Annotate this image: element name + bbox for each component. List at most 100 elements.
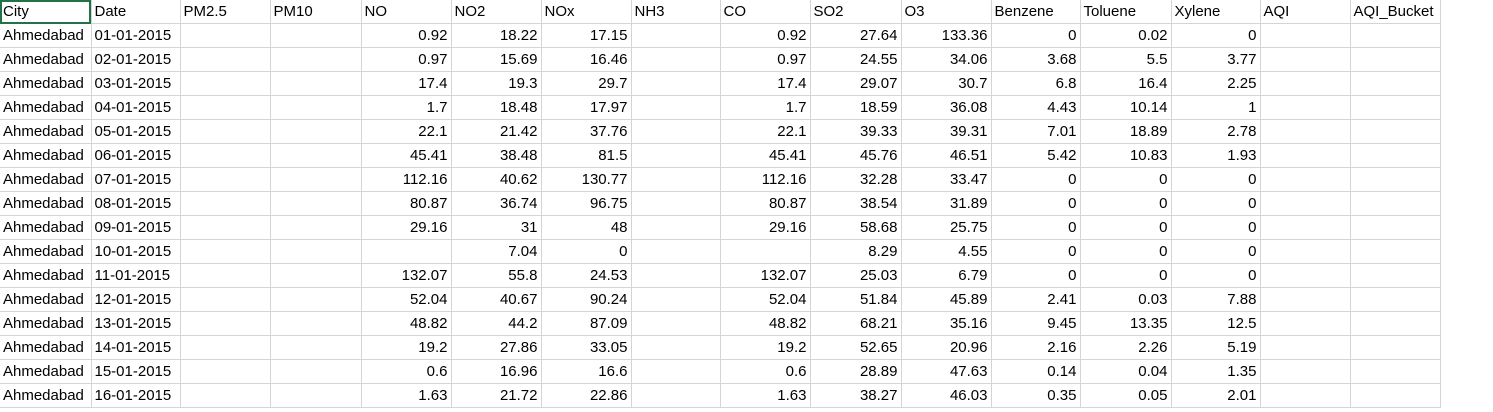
cell-aqi-bucket[interactable] <box>1350 239 1441 264</box>
cell-nh3[interactable] <box>631 23 721 48</box>
cell-nox[interactable]: 81.5 <box>541 143 632 168</box>
cell-xylene[interactable]: 0 <box>1171 191 1261 216</box>
cell-nox[interactable]: 0 <box>541 239 632 264</box>
cell-toluene[interactable]: 16.4 <box>1080 71 1172 96</box>
cell-so2[interactable]: 51.84 <box>810 287 902 312</box>
cell-toluene[interactable]: 0.05 <box>1080 383 1172 408</box>
cell-date[interactable]: 10-01-2015 <box>91 239 181 264</box>
cell-date[interactable]: 09-01-2015 <box>91 215 181 240</box>
cell-xylene[interactable]: 2.25 <box>1171 71 1261 96</box>
cell-no[interactable]: 19.2 <box>361 335 452 360</box>
cell-no2[interactable]: 40.62 <box>451 167 542 192</box>
header-cell-no[interactable]: NO <box>361 0 452 24</box>
cell-no[interactable]: 0.6 <box>361 359 452 384</box>
cell-o3[interactable]: 35.16 <box>901 311 992 336</box>
cell-pm2-5[interactable] <box>180 311 271 336</box>
cell-xylene[interactable]: 5.19 <box>1171 335 1261 360</box>
cell-no[interactable]: 0.97 <box>361 47 452 72</box>
cell-nox[interactable]: 90.24 <box>541 287 632 312</box>
cell-so2[interactable]: 29.07 <box>810 71 902 96</box>
cell-no2[interactable]: 7.04 <box>451 239 542 264</box>
cell-o3[interactable]: 45.89 <box>901 287 992 312</box>
cell-co[interactable]: 52.04 <box>720 287 811 312</box>
cell-no[interactable]: 52.04 <box>361 287 452 312</box>
cell-city[interactable]: Ahmedabad <box>0 287 92 312</box>
cell-aqi[interactable] <box>1260 239 1351 264</box>
cell-xylene[interactable]: 12.5 <box>1171 311 1261 336</box>
cell-aqi[interactable] <box>1260 95 1351 120</box>
cell-aqi-bucket[interactable] <box>1350 95 1441 120</box>
cell-pm10[interactable] <box>270 263 362 288</box>
cell-xylene[interactable]: 2.01 <box>1171 383 1261 408</box>
cell-date[interactable]: 16-01-2015 <box>91 383 181 408</box>
cell-nox[interactable]: 33.05 <box>541 335 632 360</box>
cell-toluene[interactable]: 2.26 <box>1080 335 1172 360</box>
cell-aqi[interactable] <box>1260 335 1351 360</box>
cell-no[interactable]: 0.92 <box>361 23 452 48</box>
cell-o3[interactable]: 34.06 <box>901 47 992 72</box>
cell-pm2-5[interactable] <box>180 71 271 96</box>
cell-no2[interactable]: 36.74 <box>451 191 542 216</box>
cell-benzene[interactable]: 2.41 <box>991 287 1081 312</box>
cell-no[interactable]: 1.63 <box>361 383 452 408</box>
cell-toluene[interactable]: 0 <box>1080 215 1172 240</box>
cell-aqi-bucket[interactable] <box>1350 71 1441 96</box>
cell-aqi-bucket[interactable] <box>1350 119 1441 144</box>
cell-aqi-bucket[interactable] <box>1350 335 1441 360</box>
header-cell-aqi-bucket[interactable]: AQI_Bucket <box>1350 0 1441 24</box>
cell-city[interactable]: Ahmedabad <box>0 311 92 336</box>
cell-nox[interactable]: 16.6 <box>541 359 632 384</box>
header-cell-no2[interactable]: NO2 <box>451 0 542 24</box>
header-cell-date[interactable]: Date <box>91 0 181 24</box>
cell-no2[interactable]: 44.2 <box>451 311 542 336</box>
cell-nh3[interactable] <box>631 263 721 288</box>
cell-so2[interactable]: 27.64 <box>810 23 902 48</box>
cell-aqi[interactable] <box>1260 191 1351 216</box>
cell-date[interactable]: 08-01-2015 <box>91 191 181 216</box>
cell-date[interactable]: 15-01-2015 <box>91 359 181 384</box>
header-cell-toluene[interactable]: Toluene <box>1080 0 1172 24</box>
cell-toluene[interactable]: 0 <box>1080 263 1172 288</box>
header-cell-pm2-5[interactable]: PM2.5 <box>180 0 271 24</box>
cell-aqi[interactable] <box>1260 47 1351 72</box>
cell-city[interactable]: Ahmedabad <box>0 359 92 384</box>
cell-aqi-bucket[interactable] <box>1350 359 1441 384</box>
cell-pm10[interactable] <box>270 359 362 384</box>
cell-no[interactable]: 22.1 <box>361 119 452 144</box>
cell-date[interactable]: 03-01-2015 <box>91 71 181 96</box>
cell-pm2-5[interactable] <box>180 287 271 312</box>
cell-pm2-5[interactable] <box>180 191 271 216</box>
cell-co[interactable]: 22.1 <box>720 119 811 144</box>
cell-so2[interactable]: 24.55 <box>810 47 902 72</box>
cell-xylene[interactable]: 1.93 <box>1171 143 1261 168</box>
cell-pm10[interactable] <box>270 191 362 216</box>
cell-aqi[interactable] <box>1260 215 1351 240</box>
cell-xylene[interactable]: 0 <box>1171 167 1261 192</box>
cell-aqi[interactable] <box>1260 167 1351 192</box>
cell-benzene[interactable]: 4.43 <box>991 95 1081 120</box>
cell-toluene[interactable]: 10.14 <box>1080 95 1172 120</box>
cell-pm2-5[interactable] <box>180 359 271 384</box>
header-cell-so2[interactable]: SO2 <box>810 0 902 24</box>
header-cell-nox[interactable]: NOx <box>541 0 632 24</box>
cell-nh3[interactable] <box>631 287 721 312</box>
cell-pm2-5[interactable] <box>180 335 271 360</box>
cell-so2[interactable]: 38.54 <box>810 191 902 216</box>
cell-aqi-bucket[interactable] <box>1350 47 1441 72</box>
cell-pm10[interactable] <box>270 119 362 144</box>
cell-co[interactable]: 0.6 <box>720 359 811 384</box>
cell-nh3[interactable] <box>631 335 721 360</box>
cell-nox[interactable]: 16.46 <box>541 47 632 72</box>
cell-nh3[interactable] <box>631 71 721 96</box>
cell-no2[interactable]: 40.67 <box>451 287 542 312</box>
cell-so2[interactable]: 8.29 <box>810 239 902 264</box>
cell-aqi-bucket[interactable] <box>1350 287 1441 312</box>
cell-nox[interactable]: 96.75 <box>541 191 632 216</box>
cell-toluene[interactable]: 0.03 <box>1080 287 1172 312</box>
cell-no2[interactable]: 31 <box>451 215 542 240</box>
cell-no2[interactable]: 55.8 <box>451 263 542 288</box>
cell-city[interactable]: Ahmedabad <box>0 143 92 168</box>
cell-aqi[interactable] <box>1260 383 1351 408</box>
cell-xylene[interactable]: 0 <box>1171 239 1261 264</box>
cell-benzene[interactable]: 7.01 <box>991 119 1081 144</box>
